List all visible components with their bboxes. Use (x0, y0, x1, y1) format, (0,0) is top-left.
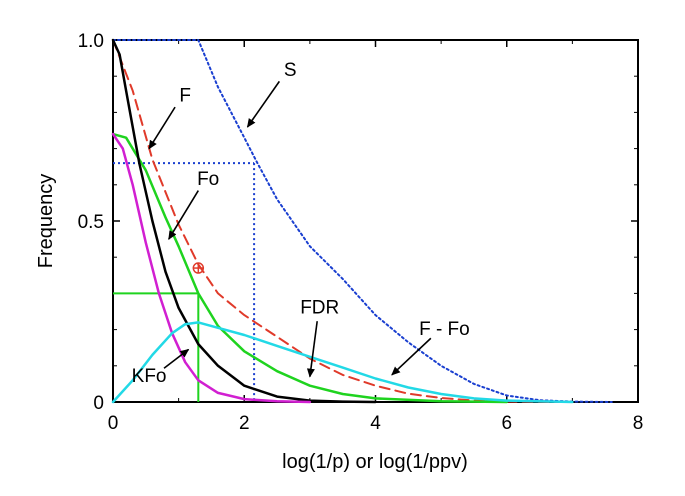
annotation-arrow (306, 321, 318, 378)
x-axis-title: log(1/p) or log(1/ppv) (282, 451, 468, 473)
annotation-arrow (163, 348, 190, 369)
series-line-s (112, 39, 613, 403)
x-tick-label: 8 (633, 413, 644, 434)
annotation-label: Fo (197, 169, 219, 190)
y-tick-label: 1.0 (78, 31, 104, 52)
annotation-arrow (148, 106, 176, 150)
annotation-arrow (246, 80, 281, 128)
x-tick-label: 6 (501, 413, 512, 434)
annotation-arrow (391, 337, 432, 376)
annotation-arrow (168, 190, 199, 240)
x-tick-label: 2 (239, 413, 250, 434)
circle-plus-marker (192, 262, 205, 274)
y-tick-label: 0 (93, 393, 104, 414)
annotation-label: F (179, 86, 191, 107)
annotation-label: KFo (132, 366, 167, 387)
plot-frame (112, 39, 639, 403)
series-line-magenta (111, 132, 312, 404)
annotation-label: FDR (300, 297, 339, 318)
annotation-label: S (284, 60, 297, 81)
series-line-f-fo (111, 321, 574, 404)
annotation-label: F - Fo (419, 319, 470, 340)
x-tick-label: 4 (370, 413, 381, 434)
series-line-fo (111, 132, 509, 404)
y-tick-label: 0.5 (78, 212, 104, 233)
x-tick-label: 0 (108, 413, 119, 434)
y-axis-title: Frequency (35, 174, 57, 269)
series-line-kfo (111, 38, 377, 404)
series-line-f (112, 39, 574, 403)
